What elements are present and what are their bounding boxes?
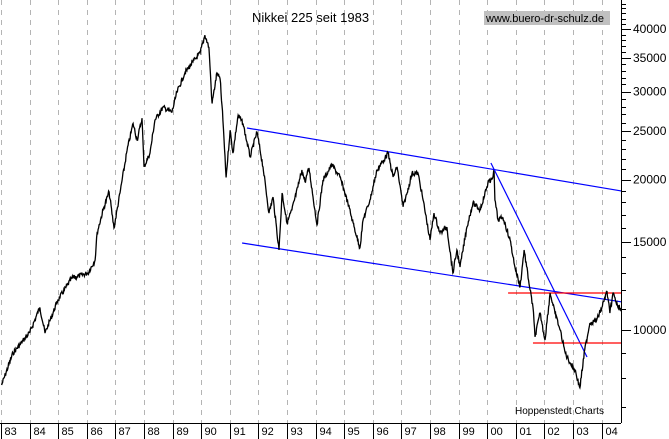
y-tick-label: 15000 — [633, 235, 667, 249]
trendlines — [242, 127, 623, 358]
x-tick-label: 91 — [234, 426, 246, 438]
x-tick-label: 98 — [434, 426, 446, 438]
x-tick-label: 88 — [148, 426, 160, 438]
x-tick-label: 84 — [34, 426, 46, 438]
x-tick-label: 89 — [177, 426, 189, 438]
x-tick-label: 01 — [520, 426, 532, 438]
x-tick-label: 97 — [405, 426, 417, 438]
channel-upper-line — [246, 127, 623, 192]
x-tick-label: 87 — [119, 426, 131, 438]
source-note: Hoppenstedt Charts — [515, 406, 604, 417]
x-tick-label: 85 — [62, 426, 74, 438]
x-tick-label: 93 — [291, 426, 303, 438]
downtrend-line — [490, 162, 588, 358]
chart-title: Nikkei 225 seit 1983 — [252, 10, 369, 25]
y-tick-label: 40000 — [633, 22, 667, 36]
y-tick-label: 35000 — [633, 51, 667, 65]
x-tick-label: 86 — [91, 426, 103, 438]
x-tick-label: 95 — [348, 426, 360, 438]
x-tick-label: 96 — [377, 426, 389, 438]
x-tick-label: 83 — [5, 426, 17, 438]
price-series — [0, 35, 622, 390]
nikkei-225-line — [0, 35, 622, 390]
watermark: www.buero-dr-schulz.de — [485, 13, 604, 25]
watermark-background — [484, 11, 610, 25]
y-tick-label: 20000 — [633, 173, 667, 187]
x-tick-label: 99 — [463, 426, 475, 438]
x-tick-label: 90 — [205, 426, 217, 438]
x-tick-label: 03 — [577, 426, 589, 438]
grid-lines — [1, 0, 603, 423]
y-tick-label: 30000 — [633, 85, 667, 99]
y-tick-label: 25000 — [633, 124, 667, 138]
x-tick-label: 02 — [548, 426, 560, 438]
x-tick-label: 92 — [262, 426, 274, 438]
y-tick-label: 10000 — [633, 323, 667, 337]
x-tick-label: 04 — [606, 426, 618, 438]
x-tick-label: 00 — [491, 426, 503, 438]
x-tick-label: 94 — [320, 426, 332, 438]
channel-lower-line — [242, 242, 622, 303]
